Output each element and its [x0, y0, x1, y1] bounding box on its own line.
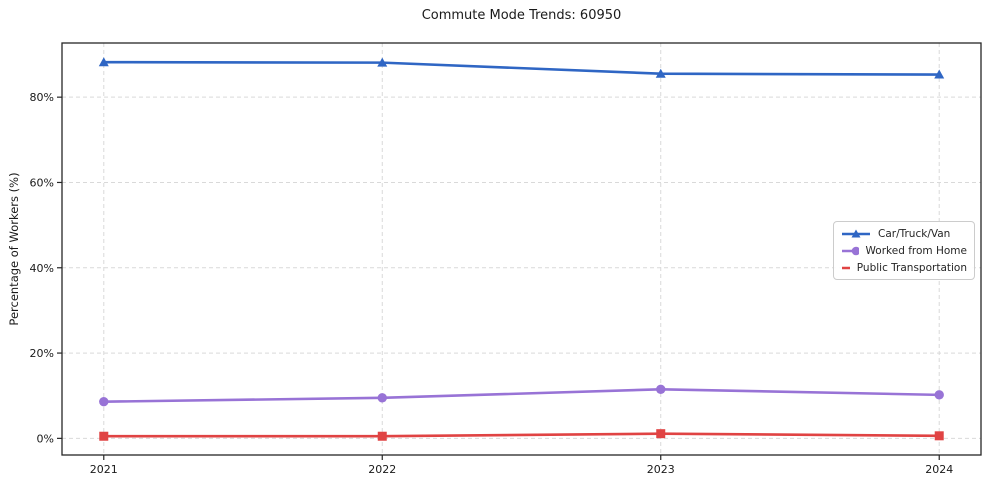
x-tick-label: 2022 [368, 463, 396, 476]
data-point-marker-2 [99, 431, 109, 441]
square-legend-marker-icon [842, 266, 850, 269]
chart-title: Commute Mode Trends: 60950 [421, 8, 622, 23]
y-tick-label: 40% [30, 262, 54, 275]
y-tick-label: 60% [30, 176, 54, 189]
data-point-marker-0 [655, 68, 666, 78]
data-point-marker-0 [98, 57, 109, 67]
y-axis-label: Percentage of Workers (%) [7, 172, 21, 326]
y-tick-label: 20% [30, 347, 54, 360]
data-point-marker-0 [934, 69, 945, 79]
data-point-marker-1 [377, 393, 387, 403]
y-tick-label: 80% [30, 91, 54, 104]
triangle-legend-marker-icon [842, 229, 870, 237]
series-line-1 [102, 388, 941, 403]
circle-legend-marker-icon [842, 246, 859, 255]
data-point-marker-1 [934, 390, 944, 400]
data-point-marker-0 [377, 57, 388, 67]
x-tick-label: 2024 [925, 463, 953, 476]
legend: Car/Truck/Van Worked from Home Public Tran… [833, 221, 975, 280]
x-tick-label: 2023 [647, 463, 675, 476]
x-tick-label: 2021 [90, 463, 118, 476]
data-point-marker-2 [377, 431, 387, 441]
legend-item: Car/Truck/Van [841, 228, 967, 240]
legend-label: Worked from Home [865, 244, 967, 257]
data-point-marker-1 [656, 384, 666, 395]
data-point-marker-1 [99, 396, 109, 407]
data-point-marker-2 [934, 431, 944, 441]
legend-item: Public Transportation [841, 262, 967, 274]
series-line-2 [102, 432, 941, 438]
legend-label: Car/Truck/Van [878, 227, 951, 240]
series-line-0 [102, 60, 941, 76]
legend-item: Worked from Home [841, 245, 967, 257]
y-tick-label: 0% [37, 432, 54, 445]
axes-border [61, 42, 982, 456]
data-point-marker-2 [656, 429, 666, 439]
legend-label: Public Transportation [856, 261, 967, 274]
